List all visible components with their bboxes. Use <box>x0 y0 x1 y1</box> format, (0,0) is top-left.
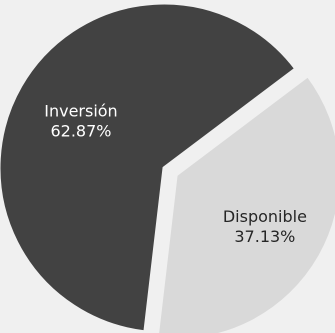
pie-label-value: 37.13% <box>234 227 295 246</box>
pie-slice-disponible <box>156 73 335 333</box>
pie-label-category: Disponible <box>223 207 307 226</box>
pie-slice-inversion <box>0 1 298 333</box>
pie-label-disponible: Disponible 37.13% <box>223 207 307 246</box>
pie-label-value: 62.87% <box>50 121 111 140</box>
pie-label-category: Inversión <box>44 101 117 120</box>
pie-labels: Inversión 62.87% Disponible 37.13% <box>44 101 307 245</box>
pie-label-inversion: Inversión 62.87% <box>44 101 117 140</box>
